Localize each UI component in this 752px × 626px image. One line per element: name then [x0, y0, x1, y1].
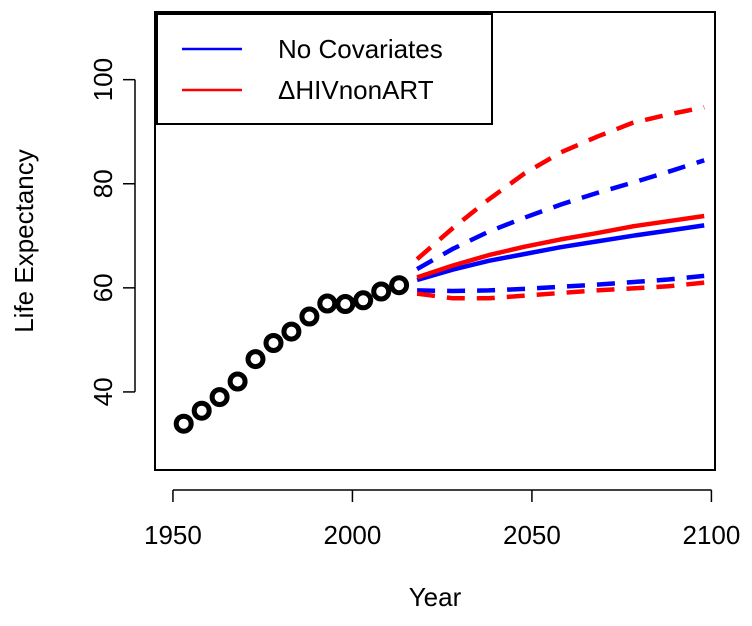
x-tick-label: 2100: [682, 520, 740, 550]
x-tick-label: 2050: [503, 520, 561, 550]
observed-point: [371, 281, 392, 302]
observed-point: [353, 290, 374, 311]
plot-marks: [173, 104, 705, 434]
x-axis-label: Year: [409, 582, 462, 612]
observed-point: [173, 413, 194, 434]
y-tick-label: 60: [88, 273, 118, 302]
observed-point: [317, 293, 338, 314]
legend-label-delta-hiv-non-art: ΔHIVnonART: [278, 75, 434, 105]
legend-label-no-covariates: No Covariates: [278, 34, 443, 64]
observed-point: [299, 306, 320, 327]
y-tick-label: 100: [88, 58, 118, 101]
series-no-covariates-upper-line: [415, 158, 705, 272]
y-tick-label: 40: [88, 377, 118, 406]
axes: 1950 2000 2050 2100 40 60 80 100: [88, 58, 740, 550]
observed-point: [281, 321, 302, 342]
observed-point: [389, 275, 410, 296]
x-tick-label: 2000: [324, 520, 382, 550]
legend-box: [156, 13, 493, 125]
series-delta-hiv-non-art-upper-line: [415, 104, 705, 261]
observed-point: [245, 349, 266, 370]
y-axis-label: Life Expectancy: [9, 149, 39, 333]
legend: No Covariates ΔHIVnonART: [156, 13, 493, 125]
observed-point: [263, 333, 284, 353]
observed-point: [227, 371, 248, 392]
observed-point: [191, 400, 212, 421]
y-tick-label: 80: [88, 169, 118, 198]
plot-frame: [154, 11, 716, 471]
x-tick-label: 1950: [144, 520, 202, 550]
observed-point: [209, 387, 230, 408]
series-delta-hiv-non-art-median-line: [416, 213, 705, 280]
observed-point: [335, 294, 356, 314]
series-no-covariates-lower-line: [417, 273, 705, 294]
series-no-covariates-median-line: [416, 223, 705, 283]
